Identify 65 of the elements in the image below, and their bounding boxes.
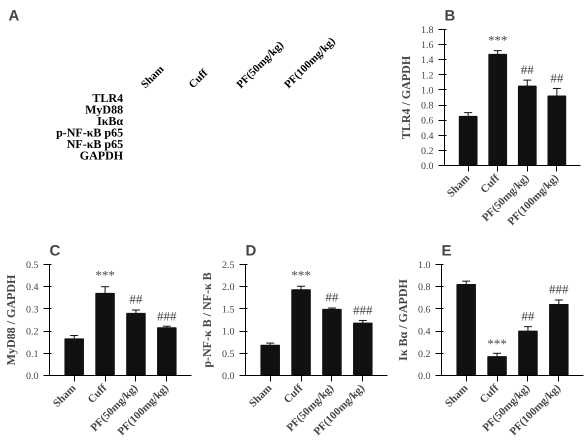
category-label: TLR4 bbox=[92, 90, 124, 105]
annotation: ## bbox=[521, 308, 535, 324]
y-axis-title: MyD88 / GAPDH bbox=[4, 274, 18, 366]
bar bbox=[456, 284, 476, 376]
y-axis-title: Iκ Bα / GAPDH bbox=[396, 278, 410, 361]
chart-title: B bbox=[444, 8, 456, 24]
y-tick-label: 0.4 bbox=[421, 130, 434, 142]
y-tick-label: 0.4 bbox=[418, 326, 430, 338]
bar bbox=[549, 304, 569, 376]
bar bbox=[487, 356, 507, 376]
y-tick-label: 0.6 bbox=[418, 304, 430, 316]
bar bbox=[458, 116, 478, 166]
chart-title: D bbox=[246, 242, 256, 260]
bar bbox=[322, 308, 342, 376]
bar bbox=[291, 289, 311, 376]
y-tick-label: 1.2 bbox=[421, 70, 434, 82]
bar bbox=[488, 54, 508, 166]
y-tick-label: 1.6 bbox=[421, 40, 434, 52]
y-tick-label: 0.0 bbox=[26, 371, 38, 382]
y-tick-label: 0.3 bbox=[26, 304, 38, 316]
annotation: ### bbox=[353, 302, 374, 318]
y-tick-label: 0.6 bbox=[421, 116, 434, 127]
text: A bbox=[8, 8, 20, 24]
y-tick-label: 1.5 bbox=[222, 304, 234, 316]
y-tick-label: 2.5 bbox=[222, 260, 234, 271]
chart-title: E bbox=[442, 242, 452, 260]
y-tick-label: 1.0 bbox=[421, 85, 434, 96]
bar bbox=[260, 344, 280, 376]
y-tick-label: 1.0 bbox=[222, 326, 234, 338]
annotation: ## bbox=[550, 70, 564, 86]
bar bbox=[64, 338, 84, 376]
annotation: ## bbox=[129, 292, 143, 307]
annotation: *** bbox=[488, 32, 508, 48]
y-tick-label: 1.0 bbox=[418, 260, 430, 271]
y-tick-label: 0.8 bbox=[421, 100, 434, 112]
chart-title: C bbox=[50, 242, 60, 260]
annotation: ### bbox=[549, 282, 570, 297]
annotation: ## bbox=[325, 289, 339, 304]
annotation: *** bbox=[487, 336, 507, 352]
y-tick-label: 0.2 bbox=[421, 146, 434, 157]
y-tick-label: 0.5 bbox=[26, 260, 38, 271]
annotation: ### bbox=[157, 308, 178, 324]
y-tick-label: 0.0 bbox=[418, 371, 430, 382]
annotation: *** bbox=[291, 267, 311, 282]
y-tick-label: 0.2 bbox=[26, 326, 38, 338]
bar bbox=[518, 330, 538, 376]
y-tick-label: 0.0 bbox=[421, 161, 434, 172]
y-tick-label: 1.4 bbox=[421, 55, 434, 66]
y-tick-label: 0.2 bbox=[418, 348, 430, 360]
bar bbox=[126, 312, 146, 376]
y-tick-label: 0.1 bbox=[26, 348, 38, 360]
y-tick-label: 1.8 bbox=[421, 25, 434, 36]
y-tick-label: 2.0 bbox=[222, 282, 234, 294]
bar bbox=[353, 322, 373, 376]
y-axis-title: p-NF-κ B / NF-κ B bbox=[200, 272, 214, 368]
y-tick-label: 0.8 bbox=[418, 282, 430, 294]
annotation: ## bbox=[520, 62, 534, 78]
category-label: p-NF-κB p65 bbox=[56, 126, 124, 140]
y-tick-label: 0.0 bbox=[222, 371, 234, 382]
y-axis-title: TLR4 / GAPDH bbox=[399, 55, 413, 140]
bar bbox=[157, 327, 177, 376]
y-tick-label: 0.5 bbox=[222, 348, 234, 360]
category-label: MyD88 bbox=[85, 102, 124, 116]
y-tick-label: 0.4 bbox=[26, 282, 38, 294]
annotation: *** bbox=[95, 267, 115, 282]
